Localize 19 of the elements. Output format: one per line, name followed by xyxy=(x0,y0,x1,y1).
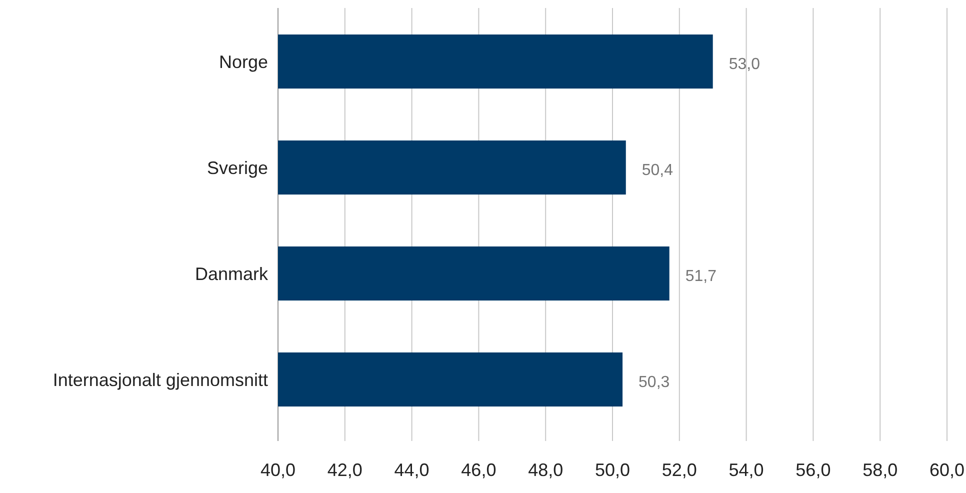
x-tick-label: 40,0 xyxy=(260,460,296,480)
y-tick-label: Internasjonalt gjennomsnitt xyxy=(52,370,268,390)
x-tick-label: 52,0 xyxy=(662,460,697,480)
data-label: 50,4 xyxy=(642,162,674,180)
data-label: 51,7 xyxy=(685,268,717,286)
x-tick-label: 56,0 xyxy=(796,460,831,480)
x-tick-label: 46,0 xyxy=(461,460,496,480)
x-tick-label: 48,0 xyxy=(528,460,564,480)
x-tick-label: 60,0 xyxy=(929,460,965,480)
x-tick-label: 54,0 xyxy=(728,460,764,480)
x-tick-label: 42,0 xyxy=(327,460,362,480)
data-label: 50,3 xyxy=(638,374,670,392)
x-tick-label: 58,0 xyxy=(862,460,898,480)
data-label: 53,0 xyxy=(728,56,760,74)
y-tick-label: Norge xyxy=(218,52,268,72)
y-tick-label: Sverige xyxy=(206,158,268,178)
x-tick-label: 44,0 xyxy=(394,460,430,480)
x-tick-label: 50,0 xyxy=(594,460,630,480)
y-tick-label: Danmark xyxy=(194,264,269,284)
